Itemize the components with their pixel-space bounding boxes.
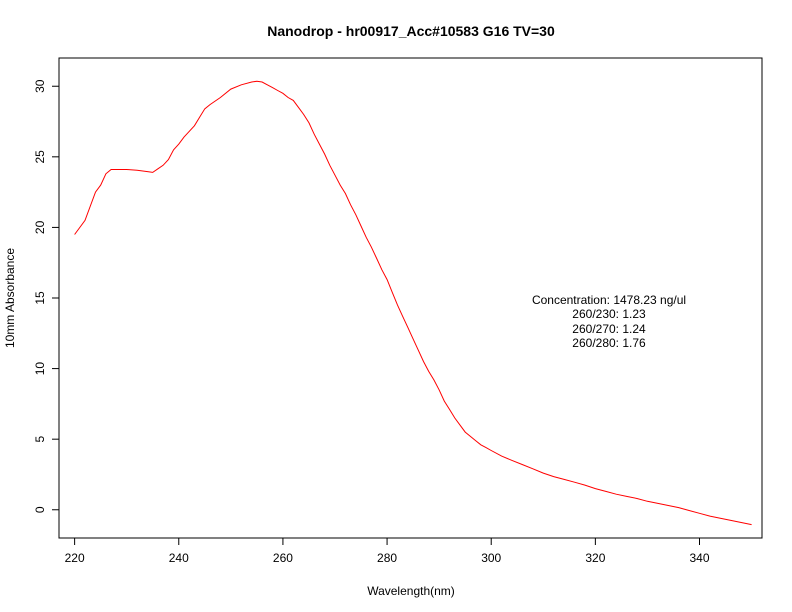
chart-title: Nanodrop - hr00917_Acc#10583 G16 TV=30 [267, 23, 555, 39]
x-tick-label: 320 [585, 551, 605, 565]
annotation-concentration: Concentration: 1478.23 ng/ul [532, 293, 686, 307]
y-tick-label: 20 [33, 220, 47, 234]
x-axis-label: Wavelength(nm) [367, 584, 455, 598]
stats-annotation: Concentration: 1478.23 ng/ul 260/230: 1.… [532, 293, 686, 350]
x-tick-label: 220 [65, 551, 85, 565]
y-tick-label: 25 [33, 150, 47, 164]
x-tick-label: 340 [689, 551, 709, 565]
x-tick-label: 300 [481, 551, 501, 565]
annotation-260-280: 260/280: 1.76 [572, 336, 646, 350]
y-tick-label: 5 [33, 436, 47, 443]
series-layer [74, 80, 752, 526]
y-axis-label: 10mm Absorbance [3, 248, 17, 348]
annotation-260-270: 260/270: 1.24 [572, 322, 646, 336]
x-tick-label: 280 [377, 551, 397, 565]
x-axis: 220 240 260 280 300 320 340 [65, 537, 710, 565]
y-tick-label: 15 [33, 291, 47, 305]
y-tick-label: 0 [33, 506, 47, 513]
y-tick-label: 10 [33, 362, 47, 376]
y-tick-label: 30 [33, 79, 47, 93]
absorbance-series-line [74, 80, 752, 526]
y-axis: 0 5 10 15 20 25 30 [33, 79, 59, 513]
x-tick-label: 240 [169, 551, 189, 565]
x-tick-label: 260 [273, 551, 293, 565]
annotation-260-230: 260/230: 1.23 [572, 307, 646, 321]
